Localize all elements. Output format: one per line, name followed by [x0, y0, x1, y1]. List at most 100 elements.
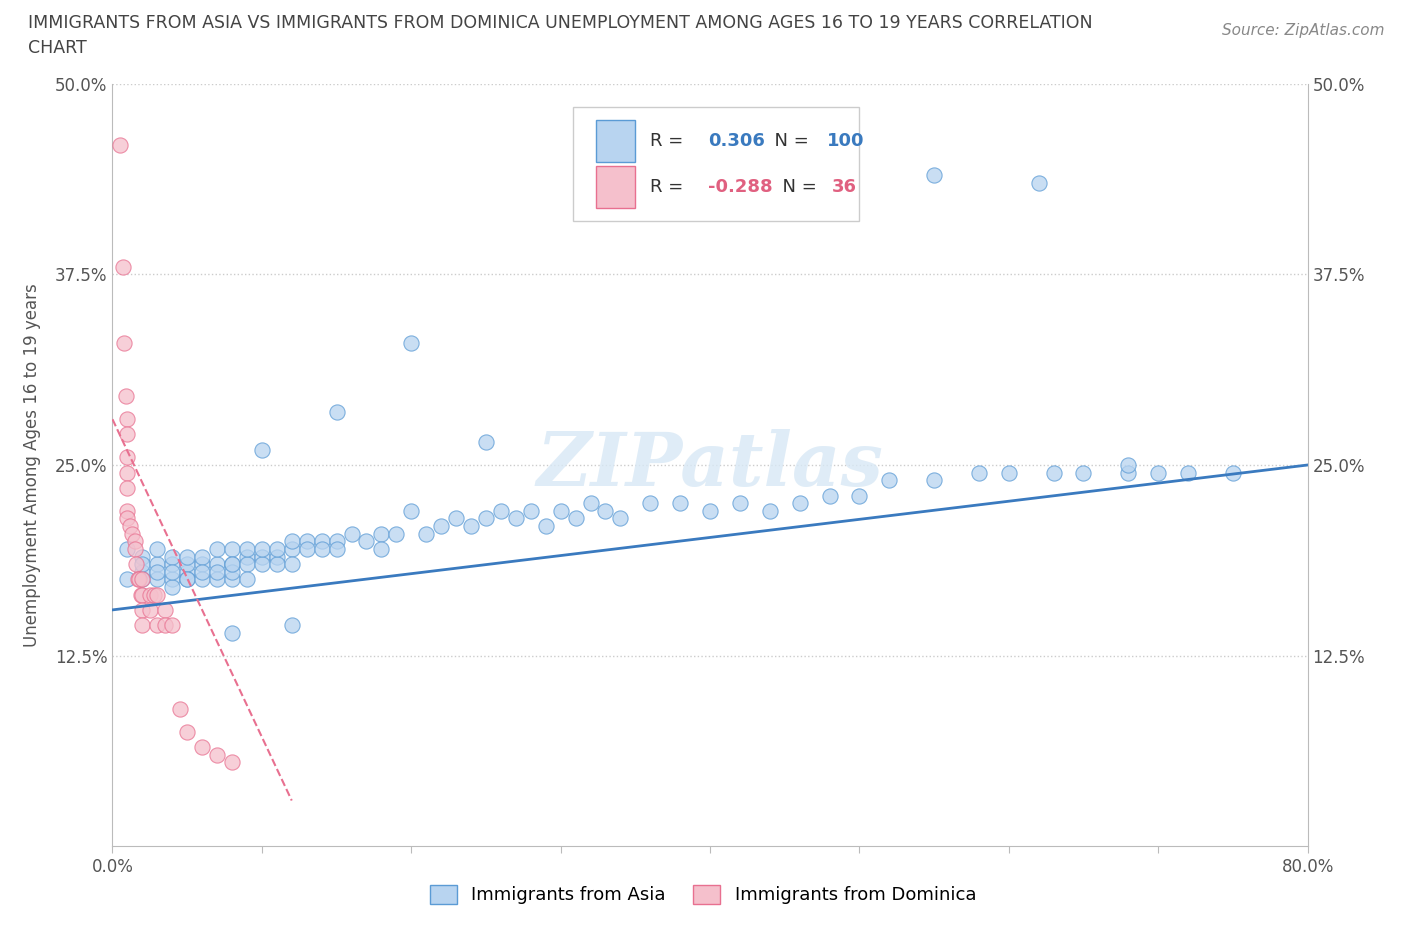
Point [922, 167, 945, 182]
Point [236, 549, 259, 564]
Bar [596, 120, 634, 162]
Point [191, 557, 214, 572]
Point [191, 549, 214, 564]
Point [117, 511, 139, 525]
Point [153, 603, 176, 618]
Point [401, 336, 423, 351]
Text: 36: 36 [832, 178, 856, 195]
Point [111, 259, 134, 274]
Point [176, 724, 198, 739]
Point [266, 549, 288, 564]
Point [221, 541, 243, 556]
Point [325, 405, 347, 419]
Point [127, 572, 149, 587]
Point [131, 572, 153, 587]
Point [295, 534, 318, 549]
Point [117, 572, 139, 587]
Point [1222, 465, 1244, 480]
Point [153, 618, 176, 632]
Point [221, 625, 243, 640]
Point [550, 503, 572, 518]
Point [460, 519, 482, 534]
Text: N =: N = [770, 178, 823, 195]
Point [129, 587, 152, 602]
Point [205, 572, 228, 587]
Point [325, 534, 347, 549]
Point [176, 572, 198, 587]
Point [146, 541, 169, 556]
Point [609, 511, 631, 525]
Text: Source: ZipAtlas.com: Source: ZipAtlas.com [1222, 23, 1385, 38]
Point [162, 572, 183, 587]
Point [475, 434, 498, 449]
Point [1147, 465, 1170, 480]
Point [998, 465, 1021, 480]
Point [266, 557, 288, 572]
Point [1177, 465, 1199, 480]
Point [205, 557, 228, 572]
Point [205, 748, 228, 763]
Point [1118, 465, 1140, 480]
Point [879, 472, 901, 487]
Point [281, 557, 304, 572]
Point [266, 541, 288, 556]
Point [922, 472, 945, 487]
Point [121, 526, 143, 541]
Point [131, 587, 153, 602]
Point [281, 618, 304, 632]
Point [146, 565, 169, 579]
Bar [596, 166, 634, 207]
Point [162, 549, 183, 564]
Text: ZIPatlas: ZIPatlas [537, 429, 883, 501]
Point [221, 557, 243, 572]
Point [340, 526, 363, 541]
Point [534, 519, 557, 534]
Point [311, 541, 333, 556]
Point [1028, 176, 1050, 191]
Point [191, 565, 214, 579]
Point [759, 503, 782, 518]
Point [669, 496, 692, 511]
Point [789, 496, 811, 511]
Point [146, 618, 169, 632]
Point [370, 541, 392, 556]
Point [162, 618, 183, 632]
Point [205, 541, 228, 556]
Text: IMMIGRANTS FROM ASIA VS IMMIGRANTS FROM DOMINICA UNEMPLOYMENT AMONG AGES 16 TO 1: IMMIGRANTS FROM ASIA VS IMMIGRANTS FROM … [28, 14, 1092, 32]
Point [131, 557, 153, 572]
Point [370, 526, 392, 541]
Point [162, 579, 183, 594]
Text: R =: R = [651, 132, 689, 150]
Point [281, 534, 304, 549]
Point [803, 176, 825, 191]
Point [117, 541, 139, 556]
Text: -0.288: -0.288 [707, 178, 772, 195]
Point [250, 557, 273, 572]
Point [176, 565, 198, 579]
Point [1073, 465, 1095, 480]
Point [191, 572, 214, 587]
Point [146, 572, 169, 587]
Text: R =: R = [651, 178, 689, 195]
Point [139, 587, 162, 602]
Point [311, 534, 333, 549]
Point [699, 503, 721, 518]
Point [131, 572, 153, 587]
Point [131, 618, 153, 632]
Point [125, 557, 148, 572]
Point [1042, 465, 1064, 480]
Point [124, 541, 146, 556]
Point [281, 541, 304, 556]
Text: N =: N = [762, 132, 814, 150]
Point [221, 557, 243, 572]
Point [967, 465, 990, 480]
Point [728, 496, 751, 511]
Point [162, 565, 183, 579]
Point [640, 496, 662, 511]
Point [520, 503, 543, 518]
Point [221, 565, 243, 579]
Point [169, 701, 191, 716]
Point [250, 443, 273, 458]
Point [430, 519, 453, 534]
Point [579, 496, 602, 511]
